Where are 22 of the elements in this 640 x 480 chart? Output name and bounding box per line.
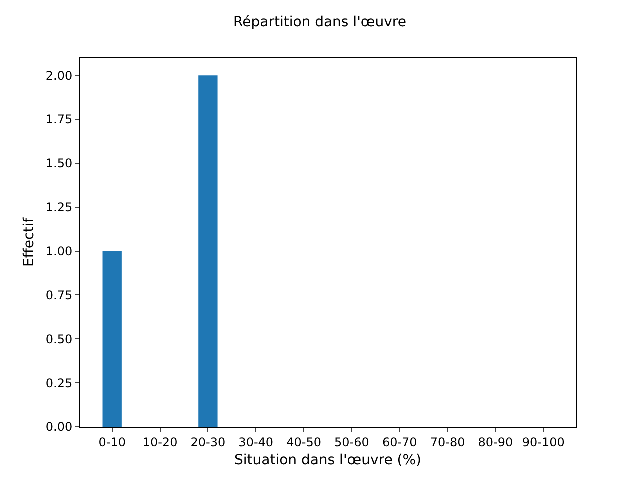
y-tick-label: 1.00 <box>46 244 73 258</box>
x-tick-label: 20-30 <box>190 435 226 450</box>
x-tick-label: 60-70 <box>382 435 418 450</box>
y-tick-label: 0.25 <box>46 376 73 390</box>
x-tick-label: 50-60 <box>334 435 370 450</box>
y-tick-label: 0.75 <box>46 288 73 302</box>
x-tick-label: 40-50 <box>286 435 322 450</box>
x-tick-label: 0-10 <box>98 435 126 450</box>
y-tick-label: 1.25 <box>46 200 73 215</box>
x-tick-label: 90-100 <box>522 435 565 450</box>
y-tick-label: 2.00 <box>46 68 73 83</box>
y-tick-label: 0.00 <box>46 420 73 434</box>
x-axis-title: Situation dans l'œuvre (%) <box>234 452 422 469</box>
y-axis-title: Effectif <box>21 216 38 268</box>
y-tick-label: 0.50 <box>46 332 73 346</box>
y-tick-label: 1.75 <box>46 112 73 127</box>
y-tick-label: 1.50 <box>46 156 73 171</box>
x-tick-label: 70-80 <box>430 435 466 450</box>
x-tick-label: 80-90 <box>478 435 514 450</box>
x-tick-label: 10-20 <box>142 435 178 450</box>
x-tick-label: 30-40 <box>238 435 274 450</box>
chart-title: Répartition dans l'œuvre <box>234 14 406 30</box>
